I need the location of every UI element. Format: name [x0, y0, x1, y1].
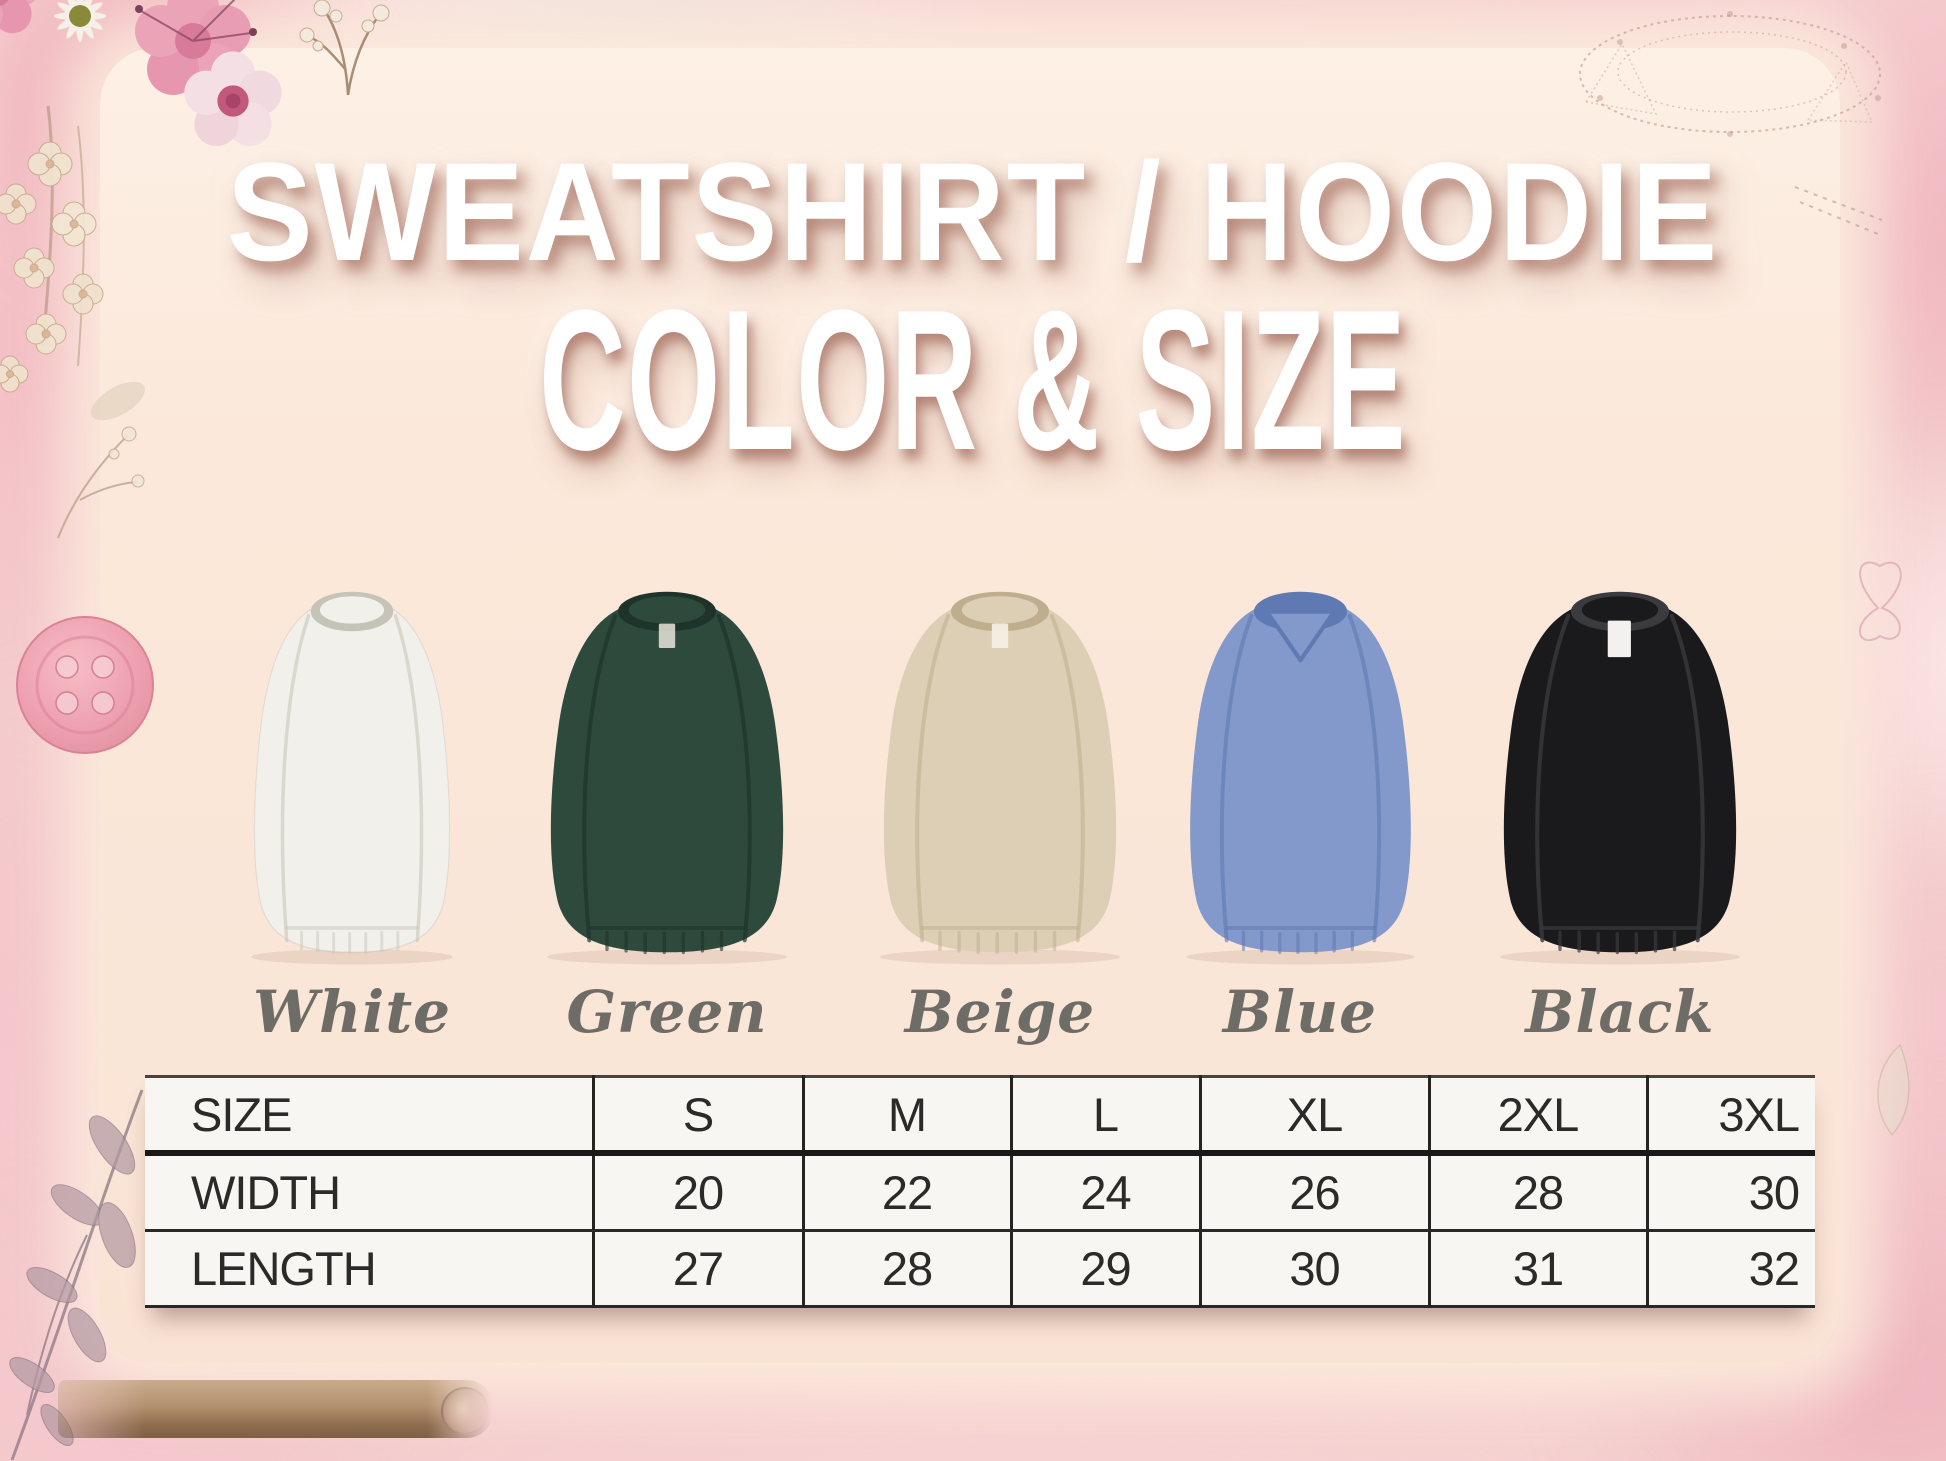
sweatshirt-black: [1470, 578, 1770, 966]
roll-end-spiral: [441, 1387, 489, 1435]
table-cell: 32: [1748, 1242, 1800, 1295]
table-cell: 28: [803, 1230, 1013, 1307]
column-header-2xl: 2XL: [1429, 1076, 1649, 1156]
table-cell: 30: [1200, 1230, 1431, 1307]
size-table: SIZE S M L XL 2XL 3XL WIDTH 20 22 24 26 …: [145, 1075, 1815, 1308]
fabric-roll: [58, 1380, 493, 1438]
color-label-white: White: [252, 978, 452, 1046]
title-line-1: SWEATSHIRT / HOODIE: [226, 133, 1720, 290]
title-block: SWEATSHIRT / HOODIE COLOR & SIZE: [0, 138, 1946, 481]
column-header-s: S: [593, 1076, 805, 1156]
table-cell: 27: [593, 1230, 805, 1307]
color-label-beige: Beige: [904, 978, 1096, 1046]
table-cell: 22: [803, 1153, 1013, 1232]
table-row-length: LENGTH 27 28 29 30 31 32: [145, 1230, 1815, 1307]
row-label-width: WIDTH: [145, 1153, 595, 1232]
sweatshirt-blue: [1158, 578, 1443, 966]
table-cell: 31: [1429, 1230, 1649, 1307]
column-header-xl: XL: [1200, 1076, 1431, 1156]
daisy-icon: [54, 0, 106, 42]
table-cell: 26: [1200, 1153, 1431, 1232]
color-label-blue: Blue: [1222, 978, 1378, 1046]
bow-doodle-icon: [1858, 561, 1902, 642]
sweatshirt-green: [517, 578, 817, 966]
color-label-green: Green: [566, 978, 768, 1046]
sweatshirt-graphic-beige: [880, 591, 1120, 965]
table-cell: 28: [1429, 1153, 1649, 1232]
watercolor-wash: [280, 1350, 1700, 1461]
pink-blossom-icon: [0, 0, 36, 34]
table-cell: 29: [1011, 1230, 1202, 1307]
sweatshirt-beige: [850, 578, 1150, 966]
table-corner-label: SIZE: [145, 1076, 595, 1156]
leaf-doodle-icon: [1877, 1043, 1910, 1137]
column-header-m: M: [803, 1076, 1013, 1156]
sweatshirt-graphic-green: [547, 591, 787, 965]
row-label-length: LENGTH: [145, 1230, 595, 1307]
sweatshirt-graphic-blue: [1186, 591, 1415, 965]
table-row-width: WIDTH 20 22 24 26 28 30: [145, 1153, 1815, 1232]
column-header-3xl: 3XL: [1647, 1076, 1815, 1156]
sweatshirt-graphic-black: [1500, 591, 1740, 965]
sweatshirt-graphic-white: [251, 591, 453, 965]
sweatshirt-white: [226, 578, 478, 966]
color-label-black: Black: [1525, 978, 1715, 1046]
table-cell: 30: [1647, 1153, 1815, 1232]
table-cell: 20: [593, 1153, 805, 1232]
table-cell: 24: [1011, 1153, 1202, 1232]
title-line-2: COLOR & SIZE: [539, 269, 1407, 492]
column-header-l: L: [1011, 1076, 1202, 1156]
table-header-row: SIZE S M L XL 2XL 3XL: [145, 1076, 1815, 1156]
